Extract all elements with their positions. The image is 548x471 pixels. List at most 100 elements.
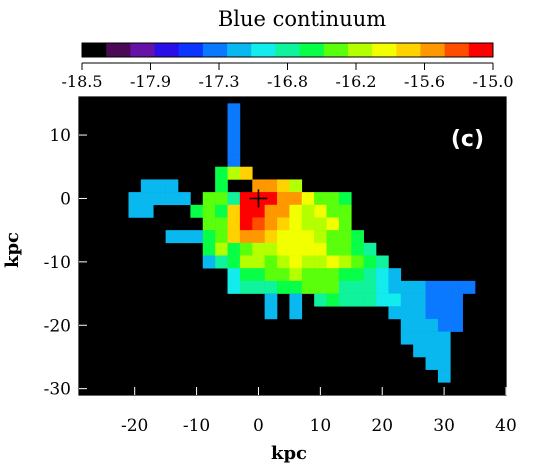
x-tick-label: 20 — [371, 416, 393, 436]
heatmap-pixel — [314, 192, 327, 206]
heatmap-pixel — [400, 306, 414, 320]
heatmap-pixel — [264, 242, 278, 256]
heatmap-pixel — [314, 293, 327, 307]
heatmap-pixel — [252, 204, 265, 218]
y-tick-label: -10 — [44, 253, 71, 273]
heatmap-pixel — [239, 192, 253, 206]
chart-title: Blue continuum — [218, 7, 386, 31]
heatmap-pixel — [338, 217, 352, 231]
heatmap-pixel — [202, 204, 216, 218]
heatmap-pixel — [301, 192, 315, 206]
y-tick-label: 0 — [60, 189, 71, 209]
heatmap-pixel — [314, 255, 327, 269]
heatmap-pixel — [301, 242, 315, 256]
heatmap-pixel — [462, 280, 476, 294]
heatmap-pixel — [227, 217, 241, 231]
heatmap-pixel — [264, 179, 278, 193]
heatmap-pixel — [363, 242, 377, 256]
heatmap-pixel — [140, 204, 154, 218]
heatmap-pixel — [289, 204, 303, 218]
x-tick-label: 30 — [433, 416, 455, 436]
heatmap-pixel — [376, 255, 389, 269]
x-tick-label: 0 — [253, 416, 264, 436]
colorbar-segment — [299, 43, 325, 57]
heatmap-pixel — [178, 230, 191, 244]
heatmap-pixel — [227, 166, 241, 180]
heatmap-pixel — [326, 280, 340, 294]
heatmap-pixel — [437, 293, 451, 307]
heatmap-pixel — [264, 293, 278, 307]
heatmap-pixel — [277, 204, 290, 218]
heatmap-pixel — [215, 192, 228, 206]
heatmap-pixel — [190, 230, 204, 244]
heatmap-pixel — [227, 280, 241, 294]
heatmap-pixel — [388, 306, 402, 320]
heatmap-pixel — [425, 293, 439, 307]
heatmap-pixel — [351, 242, 364, 256]
heatmap-pixel — [314, 242, 327, 256]
center-marker — [249, 189, 268, 208]
heatmap-pixel — [227, 192, 241, 206]
x-tick-label: 10 — [310, 416, 332, 436]
heatmap-pixel — [277, 268, 290, 282]
heatmap-pixel — [326, 268, 340, 282]
heatmap-pixel — [277, 242, 290, 256]
heatmap-pixel — [289, 268, 303, 282]
heatmap-pixel — [264, 192, 278, 206]
heatmap-pixel — [351, 280, 364, 294]
heatmap-pixel — [425, 306, 439, 320]
colorbar-segment — [202, 43, 228, 57]
x-tick-label: -10 — [183, 416, 210, 436]
colorbar-segment — [227, 43, 252, 57]
heatmap-pixel — [413, 331, 426, 345]
colorbar-segment — [347, 43, 373, 57]
heatmap-pixel — [165, 192, 179, 206]
heatmap-pixel — [215, 217, 228, 231]
heatmap-pixel — [363, 268, 377, 282]
heatmap-pixel — [277, 280, 290, 294]
heatmap-pixel — [437, 306, 451, 320]
colorbar-tick-label: -16.8 — [267, 72, 308, 91]
x-axis-label: kpc — [271, 443, 307, 464]
colorbar-tick-labels: -18.5 -17.9 -17.3 -16.8 -16.2 -15.6 -15.0 — [61, 62, 514, 91]
heatmap-pixel — [301, 268, 315, 282]
colorbar-segment — [420, 43, 446, 57]
heatmap-pixel — [450, 318, 463, 332]
heatmap-pixel — [388, 268, 402, 282]
heatmap-pixel — [437, 331, 451, 345]
heatmap-pixel — [425, 344, 439, 358]
heatmap-pixel — [425, 318, 439, 332]
heatmap-pixel — [437, 356, 451, 370]
heatmap-pixel — [289, 217, 303, 231]
heatmap-pixel — [153, 179, 166, 193]
heatmap-pixel — [252, 230, 265, 244]
heatmap-pixel — [128, 204, 142, 218]
heatmap-pixel — [326, 242, 340, 256]
colorbar-tick-label: -15.6 — [404, 72, 445, 91]
heatmap-pixel — [190, 204, 204, 218]
heatmap-pixel — [239, 280, 253, 294]
heatmap-pixel — [289, 255, 303, 269]
colorbar — [81, 42, 494, 58]
heatmap-pixels — [128, 103, 476, 383]
heatmap-pixel — [252, 179, 265, 193]
heatmap-pixel — [326, 217, 340, 231]
heatmap-pixel — [277, 255, 290, 269]
heatmap-pixel — [227, 141, 241, 155]
colorbar-segment — [323, 43, 349, 57]
heatmap-pixel — [376, 293, 389, 307]
heatmap-pixel — [301, 230, 315, 244]
heatmap-pixel — [338, 268, 352, 282]
heatmap-pixel — [338, 255, 352, 269]
heatmap-pixel — [264, 204, 278, 218]
heatmap-pixel — [338, 293, 352, 307]
heatmap-pixel — [252, 268, 265, 282]
heatmap-pixel — [289, 242, 303, 256]
heatmap-pixel — [363, 255, 377, 269]
heatmap-pixel — [165, 230, 179, 244]
heatmap-pixel — [301, 280, 315, 294]
heatmap-pixel — [239, 230, 253, 244]
heatmap-pixel — [227, 230, 241, 244]
heatmap-pixel — [400, 280, 414, 294]
